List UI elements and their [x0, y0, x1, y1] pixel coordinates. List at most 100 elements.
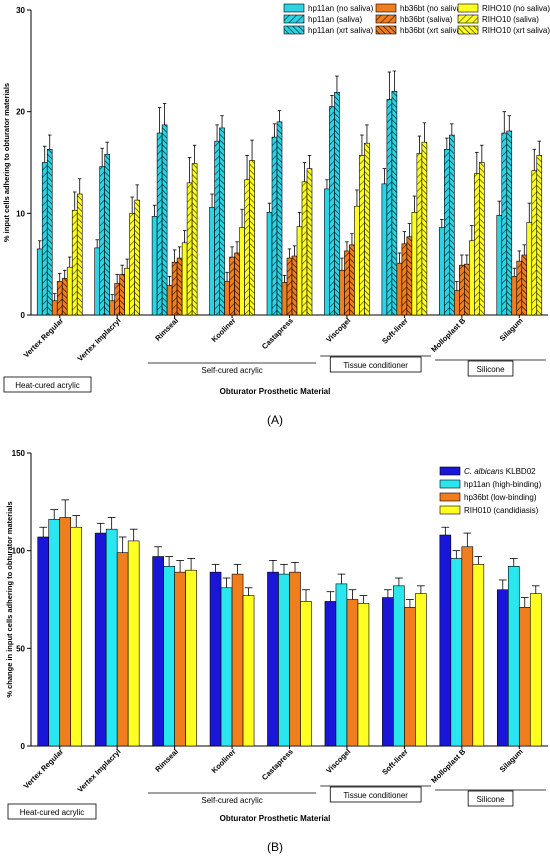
panel-b-label: (B): [267, 840, 283, 854]
group-label-0: Heat-cured acrylic: [20, 808, 84, 817]
legend-label-rest: KLBD02: [504, 467, 537, 476]
legend-label-3: hb36bt (no saliva): [400, 4, 464, 13]
bar-b-8-1: [507, 565, 520, 747]
bar-a-8-8: [536, 155, 543, 316]
bar-a-8-6: [526, 222, 533, 316]
bar-b-8-3: [529, 593, 542, 747]
y-tick-label-0: 0: [21, 311, 26, 320]
bar-b-2-1: [163, 565, 175, 747]
bar-a-3-7: [244, 179, 250, 316]
bar-a-5-1: [329, 106, 335, 316]
legend-label-8: RIHO10 (xrt saliva): [482, 26, 550, 35]
x-tick-label-8: Silagum: [498, 316, 525, 343]
group-box-2: [329, 356, 422, 373]
bar-b-8-2: [518, 607, 531, 747]
bar-b-6-2: [404, 607, 416, 747]
legend-label-1: hp11an (saliva): [308, 15, 362, 24]
bar-b-3-3: [242, 595, 255, 747]
legend-label-7: RIHO10 (saliva): [482, 15, 539, 24]
x-axis-label: Obturator Prosthetic Material: [220, 814, 331, 823]
bar-a-6-7: [416, 153, 423, 316]
bar-a-1-6: [124, 267, 130, 316]
bar-a-4-3: [281, 282, 288, 316]
bar-a-6-5: [406, 236, 413, 316]
bar-a-5-0: [324, 188, 330, 316]
x-tick-label-4: Castapress: [260, 747, 295, 782]
bar-a-3-3: [224, 281, 230, 316]
bar-a-7-1: [444, 148, 450, 316]
bar-b-5-0: [324, 601, 337, 747]
group-label-0: Heat-cured acrylic: [15, 381, 79, 390]
bar-b-4-1: [278, 573, 290, 747]
bar-b-0-1: [48, 519, 61, 747]
x-tick-label-6: Soft-liner: [380, 316, 410, 346]
bar-a-2-7: [186, 182, 193, 316]
legend-label-0: hp11an (no saliva): [308, 4, 374, 13]
y-tick-label-2: 20: [16, 108, 25, 117]
legend-label-0: C. albicans KLBD02: [464, 467, 536, 476]
bar-a-6-3: [396, 262, 403, 316]
bar-a-7-5: [464, 263, 470, 316]
y-axis-label: % change in input cells adhering to obtu…: [5, 501, 14, 697]
bar-b-4-2: [289, 571, 301, 747]
legend-label-3: RIH010 (candidiasis): [464, 506, 539, 515]
bar-b-2-2: [174, 571, 186, 747]
bar-b-6-0: [382, 597, 394, 747]
group-box-3: [467, 790, 514, 807]
bar-b-3-2: [231, 573, 244, 747]
x-tick-label-2: Rimseal: [153, 747, 180, 774]
bar-a-0-8: [76, 193, 83, 316]
group-box-3: [467, 360, 514, 377]
bar-a-3-4: [229, 256, 235, 316]
x-tick-label-5: Viscogel: [324, 747, 352, 775]
panel-a-label: (A): [267, 413, 283, 427]
bar-a-4-0: [266, 212, 273, 316]
bar-a-2-0: [151, 216, 158, 316]
bar-a-0-6: [66, 266, 73, 316]
x-tick-label-2: Rimseal: [153, 316, 180, 343]
y-axis-label: % input cells adhering to obturator mate…: [2, 83, 11, 242]
bar-a-0-5: [61, 278, 68, 316]
bar-a-2-1: [156, 132, 163, 316]
legend-swatch-6: [457, 3, 479, 13]
x-tick-label-1: Vertex Implacryl: [76, 316, 123, 363]
legend-label-2: hp36bt (low-binding): [464, 493, 537, 502]
legend-label-1: hp11an (high-binding): [464, 480, 542, 489]
bar-a-6-0: [381, 183, 388, 316]
bar-a-3-2: [219, 127, 225, 316]
bar-b-6-3: [415, 593, 427, 747]
bar-a-8-7: [531, 170, 538, 316]
bar-b-1-2: [116, 552, 129, 747]
bar-a-6-2: [391, 91, 398, 316]
legend-swatch-3: [439, 505, 461, 515]
bar-a-0-7: [71, 209, 78, 316]
bar-a-7-2: [449, 134, 455, 316]
bar-a-6-1: [386, 99, 393, 316]
bar-b-1-0: [94, 532, 107, 747]
bar-a-1-0: [94, 247, 100, 316]
x-tick-label-8: Silagum: [498, 747, 525, 774]
bar-a-7-6: [469, 240, 475, 316]
bar-b-7-2: [461, 546, 474, 747]
bar-b-4-0: [267, 571, 279, 747]
legend-label-4: hb36bt (saliva): [400, 15, 453, 24]
bar-a-2-6: [181, 242, 188, 316]
group-box-0: [3, 376, 92, 393]
legend-swatch-3: [375, 3, 397, 13]
x-tick-label-4: Castapress: [260, 316, 295, 351]
bar-b-5-2: [346, 599, 359, 747]
legend-swatch-0: [439, 466, 461, 476]
bar-b-2-0: [152, 556, 164, 747]
legend-swatch-5: [375, 25, 397, 35]
bar-a-4-7: [301, 181, 308, 316]
bar-a-8-5: [521, 254, 528, 316]
group-label-3: Silicone: [477, 795, 506, 804]
bar-a-0-0: [36, 248, 43, 316]
legend-swatch-4: [375, 14, 397, 24]
legend-label-2: hp11an (xrt saliva): [308, 26, 374, 35]
bar-a-8-1: [501, 132, 508, 316]
bar-a-8-4: [516, 260, 523, 316]
x-axis-label: Obturator Prosthetic Material: [220, 387, 331, 396]
bar-a-4-6: [296, 226, 303, 316]
